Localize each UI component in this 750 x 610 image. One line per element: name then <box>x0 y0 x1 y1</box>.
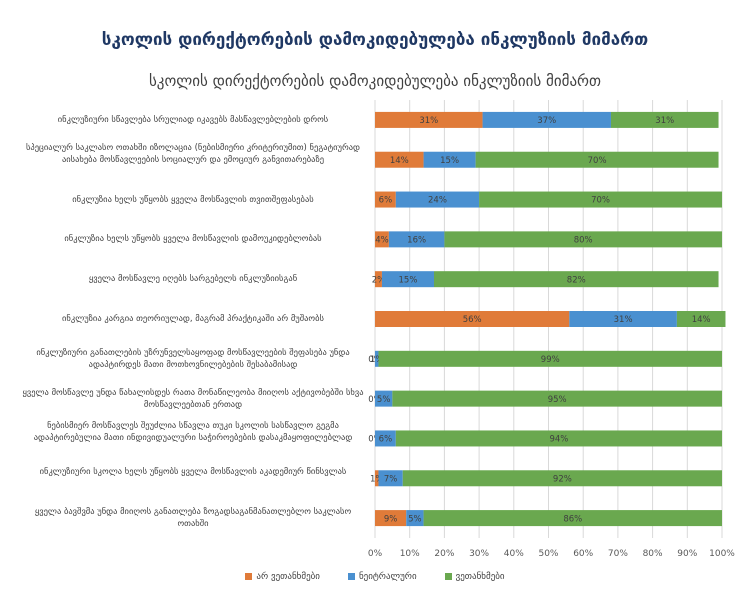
bar-segment <box>433 271 719 288</box>
bar-segment <box>375 510 407 527</box>
category-label: ყველა ბავშვმა უნდა მიიღოს განათლება ზოგა… <box>34 507 352 530</box>
category-label: ინკლუზიური სკოლა ხელს უწყობს ყველა მოსწა… <box>39 467 347 478</box>
x-tick-label: 50% <box>538 549 558 559</box>
legend-label: არ ვეთანხმები <box>256 572 320 582</box>
chart-legend: არ ვეთანხმები ნეიტრალური ვეთანხმები <box>0 572 750 582</box>
data-label: 6% <box>379 435 393 445</box>
data-label: 9% <box>384 514 398 524</box>
data-label: 94% <box>549 435 568 445</box>
bar-segment <box>375 111 483 128</box>
x-tick-label: 90% <box>677 549 697 559</box>
category-label: ინკლუზია ხელს უწყობს ყველა მოსწავლის დამ… <box>64 234 322 245</box>
bar-segment <box>610 111 719 128</box>
legend-swatch <box>245 573 253 580</box>
bar-segment <box>375 191 396 208</box>
bar-segment <box>479 191 722 208</box>
data-label: 99% <box>541 355 560 365</box>
data-label: 2% <box>372 275 386 285</box>
data-label: 31% <box>419 116 438 126</box>
data-label: 7% <box>384 474 398 484</box>
data-label: 95% <box>548 395 567 405</box>
data-label: 31% <box>655 116 674 126</box>
data-label: 82% <box>567 275 586 285</box>
data-label: 1% <box>370 355 384 365</box>
bar-segment <box>569 311 677 327</box>
data-label: 5% <box>377 395 391 405</box>
data-label: 31% <box>614 315 633 325</box>
data-label: 15% <box>399 275 418 285</box>
bar-segment <box>482 111 611 128</box>
chart-title: სკოლის დირექტორების დამოკიდებულება ინკლუ… <box>148 72 602 90</box>
data-label: 4% <box>375 236 389 246</box>
x-tick-label: 70% <box>608 549 628 559</box>
legend-label: ვეთანხმები <box>455 572 505 582</box>
x-tick-label: 80% <box>643 549 663 559</box>
legend-swatch <box>444 573 452 580</box>
bar-segment <box>395 430 722 447</box>
bar-segment <box>395 191 480 208</box>
category-label: ინკლუზიური განათლების უზრუნველსაყოფად მო… <box>36 347 350 370</box>
legend-item: ნეიტრალური <box>347 572 417 582</box>
data-label: 14% <box>692 315 711 325</box>
category-label: სპეციალურ საკლასო ოთახში იზოლაცია (ნების… <box>25 142 361 165</box>
data-label: 15% <box>440 156 459 166</box>
legend-label: ნეიტრალური <box>358 572 417 582</box>
bar-segment <box>423 151 476 168</box>
bar-segment <box>402 470 722 487</box>
bar-segment <box>406 510 424 527</box>
bar-segment <box>375 231 389 248</box>
bar-segment <box>381 271 434 288</box>
bar-segment <box>375 390 393 407</box>
bar-segment <box>378 350 722 367</box>
data-label: 24% <box>428 196 447 206</box>
data-label: 14% <box>390 156 409 166</box>
x-tick-label: 10% <box>400 549 420 559</box>
legend-swatch <box>347 573 355 580</box>
data-label: 92% <box>553 474 572 484</box>
x-tick-label: 60% <box>573 549 593 559</box>
bar-segment <box>375 470 379 487</box>
bar-segment <box>375 271 382 288</box>
data-label: 70% <box>591 196 610 206</box>
data-label: 80% <box>574 236 593 246</box>
data-label: 86% <box>563 514 582 524</box>
x-tick-label: 20% <box>434 549 454 559</box>
bar-segment <box>423 510 722 527</box>
data-label: 70% <box>588 156 607 166</box>
x-tick-label: 100% <box>709 549 735 559</box>
category-label: ყველა მოსწავლე უნდა წახალისდეს რათა მონა… <box>22 387 364 410</box>
bar-segment <box>475 151 719 168</box>
category-label: ნებისმიერ მოსწავლეს შეუძლია სწავლა თუკი … <box>33 421 353 444</box>
bar-segment <box>375 151 424 168</box>
legend-item: არ ვეთანხმები <box>245 572 320 582</box>
bar-segment <box>388 231 445 248</box>
data-label: 56% <box>463 315 482 325</box>
data-label: 1% <box>370 474 384 484</box>
x-tick-label: 30% <box>469 549 489 559</box>
category-label: ინკლუზია კარგია თეორიულად, მაგრამ პრაქტი… <box>62 314 324 324</box>
x-tick-label: 0% <box>368 549 383 559</box>
bar-segment <box>375 430 396 447</box>
bar-segment <box>392 390 722 407</box>
category-label: ყველა მოსწავლე იღებს სარგებელს ინკლუზიის… <box>88 274 298 285</box>
x-tick-label: 40% <box>504 549 524 559</box>
bar-segment <box>378 470 403 487</box>
data-label: 5% <box>408 514 422 524</box>
bar-segment <box>676 311 726 327</box>
legend-item: ვეთანხმები <box>444 572 505 582</box>
bar-segment <box>375 311 570 327</box>
category-label: ინკლუზიური სწავლება სრულიად იკავებს მასწ… <box>57 114 329 125</box>
data-label: 37% <box>537 116 556 126</box>
bar-segment <box>444 231 722 248</box>
data-label: 16% <box>407 236 426 246</box>
page-title: სკოლის დირექტორების დამოკიდებულება ინკლუ… <box>101 30 649 50</box>
category-label: ინკლუზია ხელს უწყობს ყველა მოსწავლის თვი… <box>72 194 314 205</box>
bar-segment <box>375 350 379 367</box>
data-label: 6% <box>379 196 393 206</box>
